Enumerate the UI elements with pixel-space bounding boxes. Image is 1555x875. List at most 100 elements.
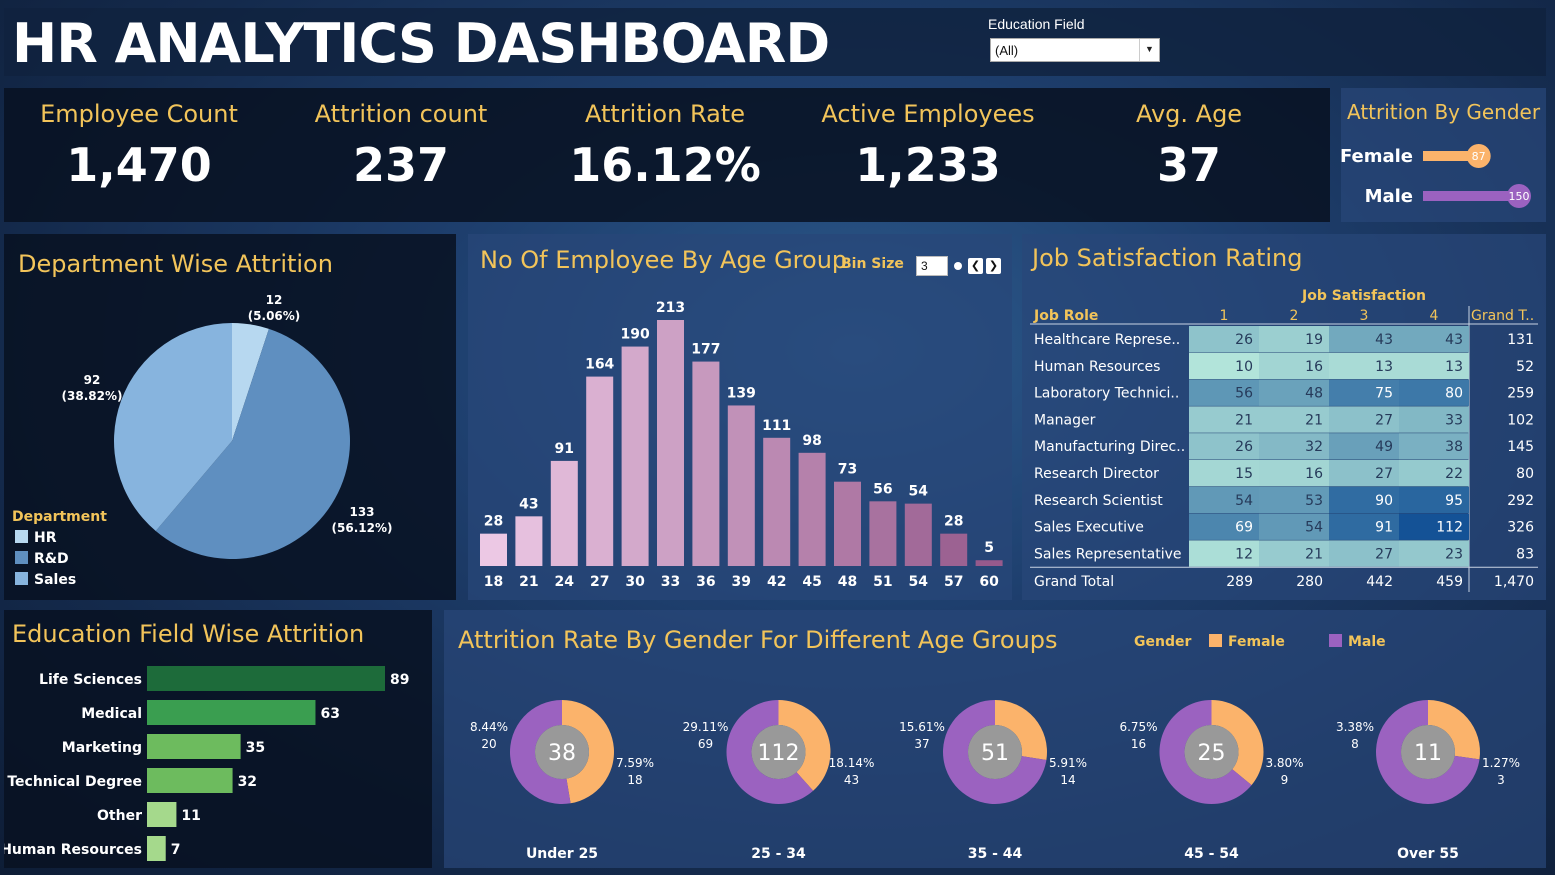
male-percent-label: 6.75% [1119, 720, 1157, 734]
legend-item: R&D [34, 551, 69, 567]
donut-male-segment [942, 700, 1047, 804]
heatmap-cell [1259, 406, 1329, 433]
chevron-left-icon[interactable]: ❮ [968, 258, 983, 274]
legend-title: Department [12, 509, 107, 525]
pie-percent-label: (5.06%) [248, 309, 301, 323]
donut-total-label: 51 [981, 741, 1009, 766]
education-field-bar [147, 666, 385, 691]
job-role-label: Human Resources [1034, 359, 1160, 375]
heatmap-cell-value: 91 [1375, 520, 1393, 536]
legend-item: Female [1228, 634, 1285, 650]
chevron-down-icon[interactable]: ▼ [1139, 39, 1159, 61]
slider-handle-icon[interactable] [954, 262, 962, 270]
male-count-label: 8 [1351, 737, 1359, 751]
male-count-label: 20 [481, 737, 496, 751]
male-percent-label: 3.38% [1336, 720, 1374, 734]
pie-value-label: 133 [349, 505, 374, 519]
kpi-label: Attrition Rate [585, 100, 745, 128]
kpi-value: 1,470 [66, 138, 212, 192]
legend-swatch [15, 572, 28, 585]
age-bar-value: 43 [519, 496, 538, 512]
kpi-value: 37 [1156, 138, 1221, 192]
age-bar [834, 481, 861, 566]
heatmap-cell-value: 10 [1235, 359, 1253, 375]
education-field-bar-chart: Life Sciences 89 Medical 63 Marketing 35 Techn… [4, 666, 409, 861]
female-count-label: 18 [627, 773, 642, 787]
age-tick-label: 30 [625, 574, 645, 590]
donut-male-segment [1376, 700, 1480, 804]
age-bar [480, 533, 507, 566]
panel-title: Attrition By Gender [1347, 100, 1541, 124]
kpi-strip: Employee Count 1,470 Attrition count 237… [4, 88, 1330, 222]
education-field-label: Technical Degree [7, 774, 142, 790]
donut-total-label: 112 [758, 741, 800, 766]
heatmap-cell-value: 22 [1445, 466, 1463, 482]
heatmap-cell-value: 43 [1445, 332, 1463, 348]
female-percent-label: 1.27% [1482, 756, 1520, 770]
grand-total-overall: 1,470 [1494, 574, 1534, 590]
heatmap-cell [1259, 460, 1329, 487]
age-tick-label: 54 [909, 574, 929, 590]
age-bar-value: 98 [802, 433, 821, 449]
age-bar-value: 164 [585, 357, 614, 373]
donut-male-segment [726, 700, 814, 804]
job-role-label: Research Scientist [1034, 493, 1163, 509]
grand-total-label: Grand Total [1034, 574, 1114, 590]
donut-female-segment [778, 700, 831, 791]
heatmap-cell [1329, 460, 1399, 487]
kpi-value: 1,233 [855, 138, 1001, 192]
male-count-label: 69 [698, 737, 713, 751]
age-bar-value: 177 [691, 342, 720, 358]
heatmap-cell-value: 54 [1235, 493, 1253, 509]
heatmap-cell [1189, 379, 1259, 406]
age-bar [692, 361, 720, 566]
heatmap-cell [1399, 379, 1469, 406]
kpi-attrition-count: Attrition count 237 [276, 100, 526, 192]
heatmap-cell-value: 21 [1305, 412, 1323, 428]
age-tick-label: 36 [696, 574, 715, 590]
donut-female-segment [1428, 700, 1480, 760]
legend-swatch-female [1209, 634, 1222, 647]
female-percent-label: 7.59% [616, 756, 654, 770]
age-bar-value: 5 [984, 540, 994, 556]
education-field-bar [147, 836, 166, 861]
heatmap-cell-value: 75 [1375, 386, 1393, 402]
job-role-label: Manufacturing Direc.. [1034, 439, 1185, 455]
job-role-label: Manager [1034, 412, 1096, 428]
donut-male-segment [1159, 700, 1252, 804]
gender-label: Male [1365, 186, 1413, 207]
gender-bar-cap [1466, 144, 1491, 168]
age-tick-label: 57 [944, 574, 963, 590]
attrition-by-gender-panel: Attrition By Gender Female 87 Male 150 [1341, 88, 1546, 222]
gender-bar [1423, 191, 1519, 201]
female-percent-label: 5.91% [1049, 756, 1087, 770]
heatmap-cell-value: 38 [1445, 439, 1463, 455]
column-header: 2 [1290, 308, 1299, 324]
job-role-label: Laboratory Technici.. [1034, 386, 1179, 402]
grand-total-value: 289 [1226, 574, 1253, 590]
heatmap-cell-value: 69 [1235, 520, 1253, 536]
female-count-label: 43 [844, 773, 859, 787]
education-field-dropdown[interactable]: (All) ▼ [990, 38, 1160, 62]
age-bar-value: 28 [484, 514, 503, 530]
pie-slice-hr [232, 323, 269, 441]
age-bar [586, 376, 614, 566]
heatmap-cell [1329, 433, 1399, 460]
age-bar [657, 320, 684, 566]
heatmap-cell-value: 54 [1305, 520, 1323, 536]
row-total: 326 [1507, 520, 1534, 536]
legend-swatch [15, 551, 28, 564]
heatmap-cell [1259, 513, 1329, 540]
female-count-label: 9 [1281, 773, 1289, 787]
legend-swatch [15, 530, 28, 543]
age-bar-value: 28 [944, 514, 963, 530]
panel-title: No Of Employee By Age Group [480, 246, 848, 274]
heatmap-cell [1399, 486, 1469, 514]
donut-total-label: 38 [548, 741, 576, 766]
row-total: 102 [1507, 412, 1534, 428]
heatmap-cell-value: 15 [1235, 466, 1253, 482]
job-role-label: Research Director [1034, 466, 1159, 482]
kpi-value: 16.12% [569, 138, 761, 192]
chevron-right-icon[interactable]: ❯ [986, 258, 1001, 274]
bin-size-input[interactable]: 3 [916, 256, 948, 276]
